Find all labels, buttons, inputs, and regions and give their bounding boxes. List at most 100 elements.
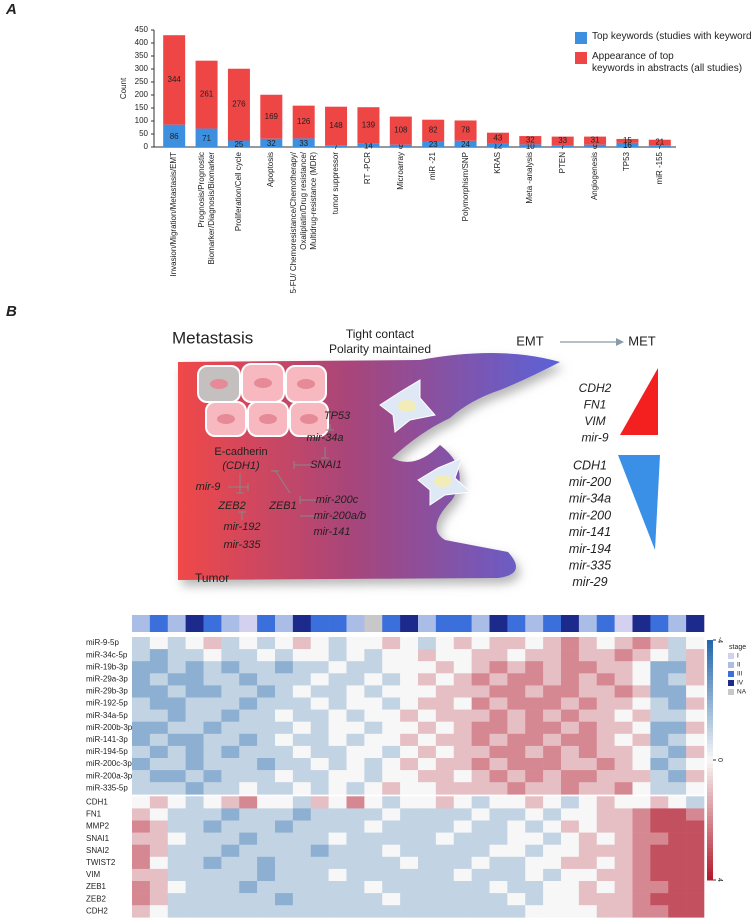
heat-cell — [561, 893, 580, 906]
bar-segment — [551, 145, 574, 147]
up-gene: VIM — [584, 414, 605, 428]
heat-cell — [561, 673, 580, 686]
bar-segment — [584, 136, 607, 145]
heat-cell — [614, 637, 633, 650]
heat-cell — [614, 709, 633, 722]
heat-cell — [686, 832, 705, 845]
stage-cell — [561, 615, 580, 632]
heat-cell — [132, 782, 151, 795]
colorbar-step — [707, 804, 713, 809]
heat-cell — [275, 856, 294, 870]
heat-cell — [668, 721, 687, 735]
heat-cell — [149, 770, 169, 783]
colorbar-step — [707, 716, 713, 721]
heat-cell — [596, 782, 615, 795]
heat-cell — [686, 844, 705, 858]
row-label: ZEB2 — [86, 894, 107, 903]
bar-segment — [325, 145, 348, 147]
heat-cell — [632, 881, 651, 894]
stage-cell — [632, 615, 651, 632]
heat-cell — [382, 782, 401, 795]
value-label: 14 — [364, 141, 373, 150]
y-tick-label: 50 — [139, 129, 148, 138]
heat-cell — [453, 844, 472, 858]
heat-cell — [203, 905, 222, 918]
heat-cell — [650, 832, 669, 845]
heat-cell — [310, 881, 329, 894]
heat-cell — [578, 893, 598, 906]
colorbar-step — [707, 672, 713, 677]
heat-cell — [346, 733, 365, 747]
heat-cell — [132, 649, 151, 662]
legend-swatch — [728, 671, 734, 677]
heat-cell — [525, 745, 544, 759]
row-label: miR-19b-3p — [86, 662, 128, 671]
row-label: SNAI2 — [86, 846, 110, 855]
heat-cell — [239, 832, 258, 845]
heat-cell — [203, 745, 222, 759]
bar-segment — [486, 143, 509, 147]
heat-cell — [221, 782, 240, 795]
heat-cell — [578, 905, 598, 918]
heat-cell — [632, 856, 651, 870]
heat-cell — [132, 796, 151, 809]
row-label: miR-200a-3p — [86, 771, 133, 780]
heat-cell — [507, 832, 526, 845]
heat-cell — [346, 721, 365, 735]
heat-cell — [364, 868, 383, 882]
heat-cell — [650, 745, 669, 759]
row-label: FN1 — [86, 810, 102, 819]
value-label: 139 — [362, 120, 376, 129]
heat-cell — [203, 637, 222, 650]
heat-cell — [203, 733, 222, 747]
heat-cell — [346, 649, 365, 662]
heat-cell — [132, 758, 151, 771]
heat-cell — [185, 709, 204, 722]
heat-cell — [543, 637, 562, 650]
value-label: 71 — [202, 134, 211, 143]
heat-cell — [668, 856, 687, 870]
heat-cell — [471, 868, 490, 882]
heat-cell — [596, 637, 615, 650]
heat-cell — [418, 661, 437, 674]
up-gene: FN1 — [584, 398, 607, 412]
heat-cell — [525, 661, 544, 674]
heat-cell — [686, 758, 705, 771]
bar-segment — [648, 145, 671, 147]
heat-cell — [239, 697, 258, 710]
heat-cell — [525, 856, 544, 870]
heat-cell — [614, 661, 633, 674]
heat-cell — [310, 856, 329, 870]
heat-cell — [543, 782, 562, 795]
heat-cell — [292, 782, 312, 795]
x-tick-label: Proliferation/Cell cycle — [233, 152, 243, 232]
value-label: 10 — [526, 142, 535, 151]
row-label: TWIST2 — [86, 858, 116, 867]
heat-cell — [614, 745, 633, 759]
heat-cell — [489, 856, 508, 870]
bar-segment — [616, 138, 639, 143]
heat-cell — [489, 758, 508, 771]
heat-cell — [543, 661, 562, 674]
heat-cell — [471, 770, 490, 783]
heat-cell — [686, 685, 705, 698]
heat-cell — [489, 844, 508, 858]
heat-cell — [382, 661, 401, 674]
colorbar-step — [707, 860, 713, 865]
heat-cell — [185, 673, 204, 686]
heat-cell — [400, 770, 419, 783]
heat-cell — [507, 721, 526, 735]
heat-cell — [185, 685, 204, 698]
heat-cell — [257, 832, 276, 845]
heat-cell — [435, 832, 455, 845]
heat-cell — [203, 820, 222, 833]
heat-cell — [221, 649, 240, 662]
value-label: 82 — [429, 125, 438, 134]
heat-cell — [507, 881, 526, 894]
heat-cell — [525, 709, 544, 722]
heat-cell — [578, 844, 598, 858]
heat-cell — [435, 637, 455, 650]
heat-cell — [132, 832, 151, 845]
heat-cell — [221, 856, 240, 870]
value-label: 43 — [493, 133, 502, 142]
